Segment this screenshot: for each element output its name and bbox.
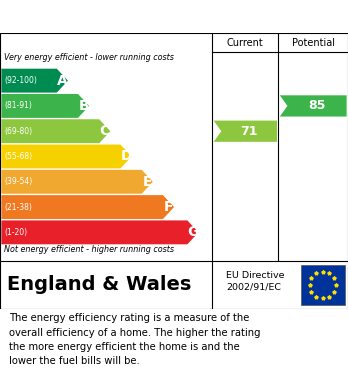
Text: (1-20): (1-20) xyxy=(4,228,27,237)
Polygon shape xyxy=(1,221,198,244)
Text: (81-91): (81-91) xyxy=(4,101,32,110)
Polygon shape xyxy=(1,119,110,143)
Text: The energy efficiency rating is a measure of the
overall efficiency of a home. T: The energy efficiency rating is a measur… xyxy=(9,313,260,366)
Text: Energy Efficiency Rating: Energy Efficiency Rating xyxy=(9,9,230,24)
Bar xyxy=(301,265,345,305)
Text: England & Wales: England & Wales xyxy=(7,276,191,294)
Polygon shape xyxy=(1,94,89,118)
Polygon shape xyxy=(214,120,277,142)
Text: 85: 85 xyxy=(308,99,326,113)
Text: E: E xyxy=(143,175,152,189)
Text: (39-54): (39-54) xyxy=(4,177,32,186)
Polygon shape xyxy=(1,170,153,194)
Text: (55-68): (55-68) xyxy=(4,152,32,161)
Polygon shape xyxy=(280,95,347,117)
Polygon shape xyxy=(1,69,68,93)
Text: D: D xyxy=(120,149,132,163)
Text: (92-100): (92-100) xyxy=(4,76,37,85)
Text: G: G xyxy=(187,225,199,239)
Text: A: A xyxy=(57,74,68,88)
Text: F: F xyxy=(164,200,173,214)
Text: Very energy efficient - lower running costs: Very energy efficient - lower running co… xyxy=(4,53,174,62)
Text: (69-80): (69-80) xyxy=(4,127,32,136)
Text: C: C xyxy=(100,124,110,138)
Polygon shape xyxy=(1,195,174,219)
Polygon shape xyxy=(1,145,132,169)
Text: B: B xyxy=(78,99,89,113)
Text: Current: Current xyxy=(227,38,264,47)
Text: EU Directive
2002/91/EC: EU Directive 2002/91/EC xyxy=(226,271,285,292)
Text: Not energy efficient - higher running costs: Not energy efficient - higher running co… xyxy=(4,246,174,255)
Text: Potential: Potential xyxy=(292,38,335,47)
Text: (21-38): (21-38) xyxy=(4,203,32,212)
Text: 71: 71 xyxy=(240,125,258,138)
